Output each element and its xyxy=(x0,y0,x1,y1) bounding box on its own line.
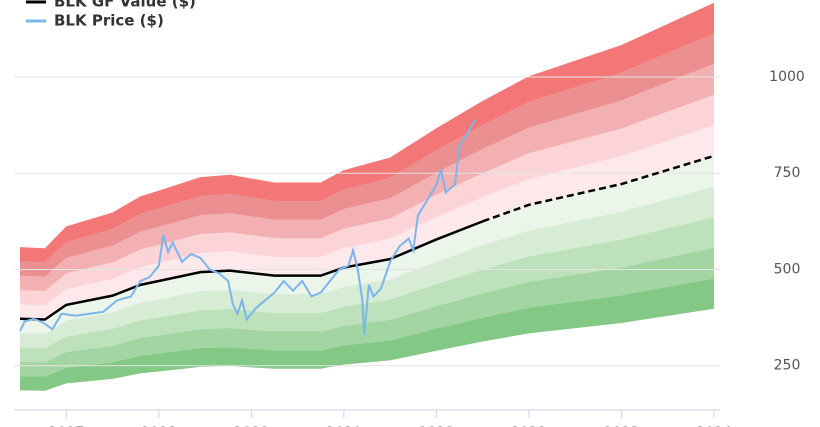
y-tick-label: 500 xyxy=(774,261,801,277)
legend-label: BLK Price ($) xyxy=(54,12,164,30)
band xyxy=(20,33,714,277)
lines xyxy=(19,118,715,336)
band xyxy=(20,63,714,292)
band xyxy=(20,125,714,320)
legend-label: BLK GF Value ($) xyxy=(54,0,196,11)
band xyxy=(20,186,714,349)
band xyxy=(20,94,714,306)
axes: 250 500 750 1000 2017 2018 2019 2020 2021 2022 202… xyxy=(14,69,805,427)
x-tick-label: 2019 xyxy=(234,425,270,427)
y-tick-label: 1000 xyxy=(769,69,805,85)
band xyxy=(20,247,714,377)
x-tick-label: 2023 xyxy=(604,425,640,427)
band xyxy=(20,278,714,391)
y-tick-label: 750 xyxy=(774,165,801,181)
band xyxy=(20,155,714,334)
gf-value-projection xyxy=(482,154,715,223)
grid xyxy=(14,76,720,367)
price-line xyxy=(19,118,477,336)
x-tick-label: 2017 xyxy=(48,425,84,427)
x-tick-label: 2021 xyxy=(419,425,455,427)
x-tick-label: 2024 xyxy=(696,425,732,427)
x-tick-label: 2022 xyxy=(511,425,547,427)
x-tick-label: 2018 xyxy=(141,425,177,427)
band xyxy=(20,217,714,363)
bands xyxy=(20,2,714,391)
band xyxy=(20,2,714,263)
x-tick-label: 2020 xyxy=(326,425,362,427)
y-tick-label: 250 xyxy=(774,358,801,374)
